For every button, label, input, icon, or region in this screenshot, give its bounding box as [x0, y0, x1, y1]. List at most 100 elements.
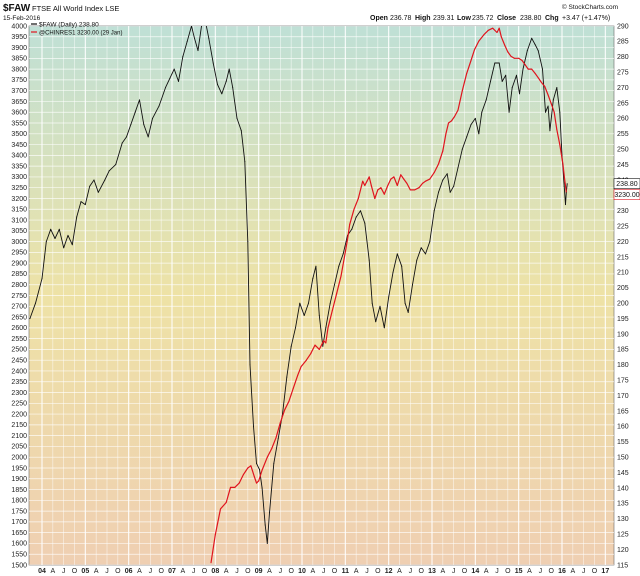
faw-point [290, 345, 292, 347]
faw-point [259, 469, 260, 470]
faw-point [318, 315, 320, 316]
faw-point [498, 62, 500, 64]
chinres-point [344, 256, 345, 258]
x-tick-label: J [452, 568, 456, 575]
x-tick-label: A [137, 568, 142, 575]
x-tick-label: A [224, 568, 229, 575]
right-tick-label: 115 [617, 562, 628, 569]
right-tick-label: 180 [617, 362, 629, 369]
series-layer [29, 16, 568, 564]
faw-point [221, 93, 223, 95]
faw-point [433, 210, 435, 212]
chinres-point [275, 437, 277, 439]
chinres-point [454, 116, 455, 118]
chinres-point [492, 27, 494, 29]
right-tick-label: 130 [617, 516, 629, 523]
left-tick-label: 3950 [11, 34, 27, 41]
faw-point [559, 111, 561, 113]
right-tick-label: 150 [617, 455, 629, 462]
chinres-point [214, 534, 216, 536]
faw-point [312, 278, 314, 280]
right-tick-label: 120 [617, 547, 629, 554]
x-tick-label: O [418, 568, 424, 575]
x-tick-label: O [332, 568, 338, 575]
left-tick-label: 2100 [11, 433, 27, 440]
faw-point [204, 16, 205, 17]
left-tick-label: 1500 [11, 562, 27, 569]
left-tick-label: 2600 [11, 325, 27, 332]
left-tick-label: 2200 [11, 411, 27, 418]
left-tick-label: 3100 [11, 217, 27, 224]
chinres-point [374, 198, 376, 199]
left-tick-label: 2350 [11, 379, 27, 386]
right-tick-label: 210 [617, 270, 629, 277]
left-tick-label: 2000 [11, 455, 27, 462]
open-value: 236.78 [390, 15, 412, 22]
legend-faw: $FAW (Daily) 238.80 [39, 22, 99, 29]
right-tick-label: 205 [617, 285, 629, 292]
chinres-point [496, 32, 498, 33]
faw-point [108, 170, 110, 172]
chinres-point [266, 456, 268, 458]
faw-point [308, 302, 309, 304]
faw-point [325, 327, 327, 329]
right-tick-label: 275 [617, 70, 629, 77]
chinres-point [544, 85, 546, 87]
x-tick-label: A [180, 568, 185, 575]
faw-point [225, 80, 227, 82]
chinres-point [357, 198, 359, 199]
faw-point [273, 462, 275, 464]
faw-point [522, 68, 524, 70]
faw-point [54, 238, 56, 239]
chinres-point [288, 400, 290, 402]
left-tick-label: 3300 [11, 174, 27, 181]
left-tick-label: 1900 [11, 476, 27, 483]
chinres-point [349, 223, 351, 225]
right-tick-label: 195 [617, 316, 629, 323]
faw-point [247, 241, 249, 243]
right-tick-label: 155 [617, 439, 629, 446]
faw-point [212, 62, 214, 64]
chinres-point [336, 292, 338, 294]
faw-point [217, 84, 218, 85]
faw-point [478, 133, 480, 135]
faw-point [470, 124, 472, 126]
chart-symbol: $FAW [3, 3, 31, 14]
x-tick-label: J [279, 568, 283, 575]
right-tick-label: 230 [617, 208, 629, 215]
faw-point [139, 99, 140, 101]
chinres-point [518, 57, 520, 59]
faw-point [104, 179, 106, 181]
x-tick-label: A [50, 568, 55, 575]
watermark: © StockCharts.com [562, 3, 618, 11]
chinres-point [323, 340, 325, 342]
chinres-point [243, 473, 244, 475]
right-tick-label: 220 [617, 239, 629, 246]
faw-point [130, 124, 132, 126]
x-tick-label: O [245, 568, 251, 575]
chinres-point [418, 187, 420, 189]
x-tick-label: J [322, 568, 326, 575]
faw-point [563, 185, 565, 187]
high-label: High [415, 15, 431, 22]
chinres-point [261, 469, 263, 471]
chinres-point [360, 189, 361, 191]
chinres-point [353, 208, 355, 210]
faw-point [121, 142, 123, 144]
faw-point [566, 183, 568, 185]
faw-point [401, 265, 403, 267]
left-tick-label: 2650 [11, 314, 27, 321]
faw-point [449, 191, 451, 193]
chinres-point [537, 77, 539, 79]
faw-point [165, 87, 166, 89]
faw-point [351, 228, 353, 230]
left-tick-label: 1950 [11, 465, 27, 472]
x-tick-label: O [592, 568, 598, 575]
chinres-point [230, 486, 231, 488]
x-tick-label: A [267, 568, 272, 575]
faw-point [364, 222, 366, 224]
chinres-point [387, 185, 389, 186]
chinres-point [390, 178, 392, 180]
chinres-point [487, 29, 489, 31]
left-tick-label: 2150 [11, 422, 27, 429]
